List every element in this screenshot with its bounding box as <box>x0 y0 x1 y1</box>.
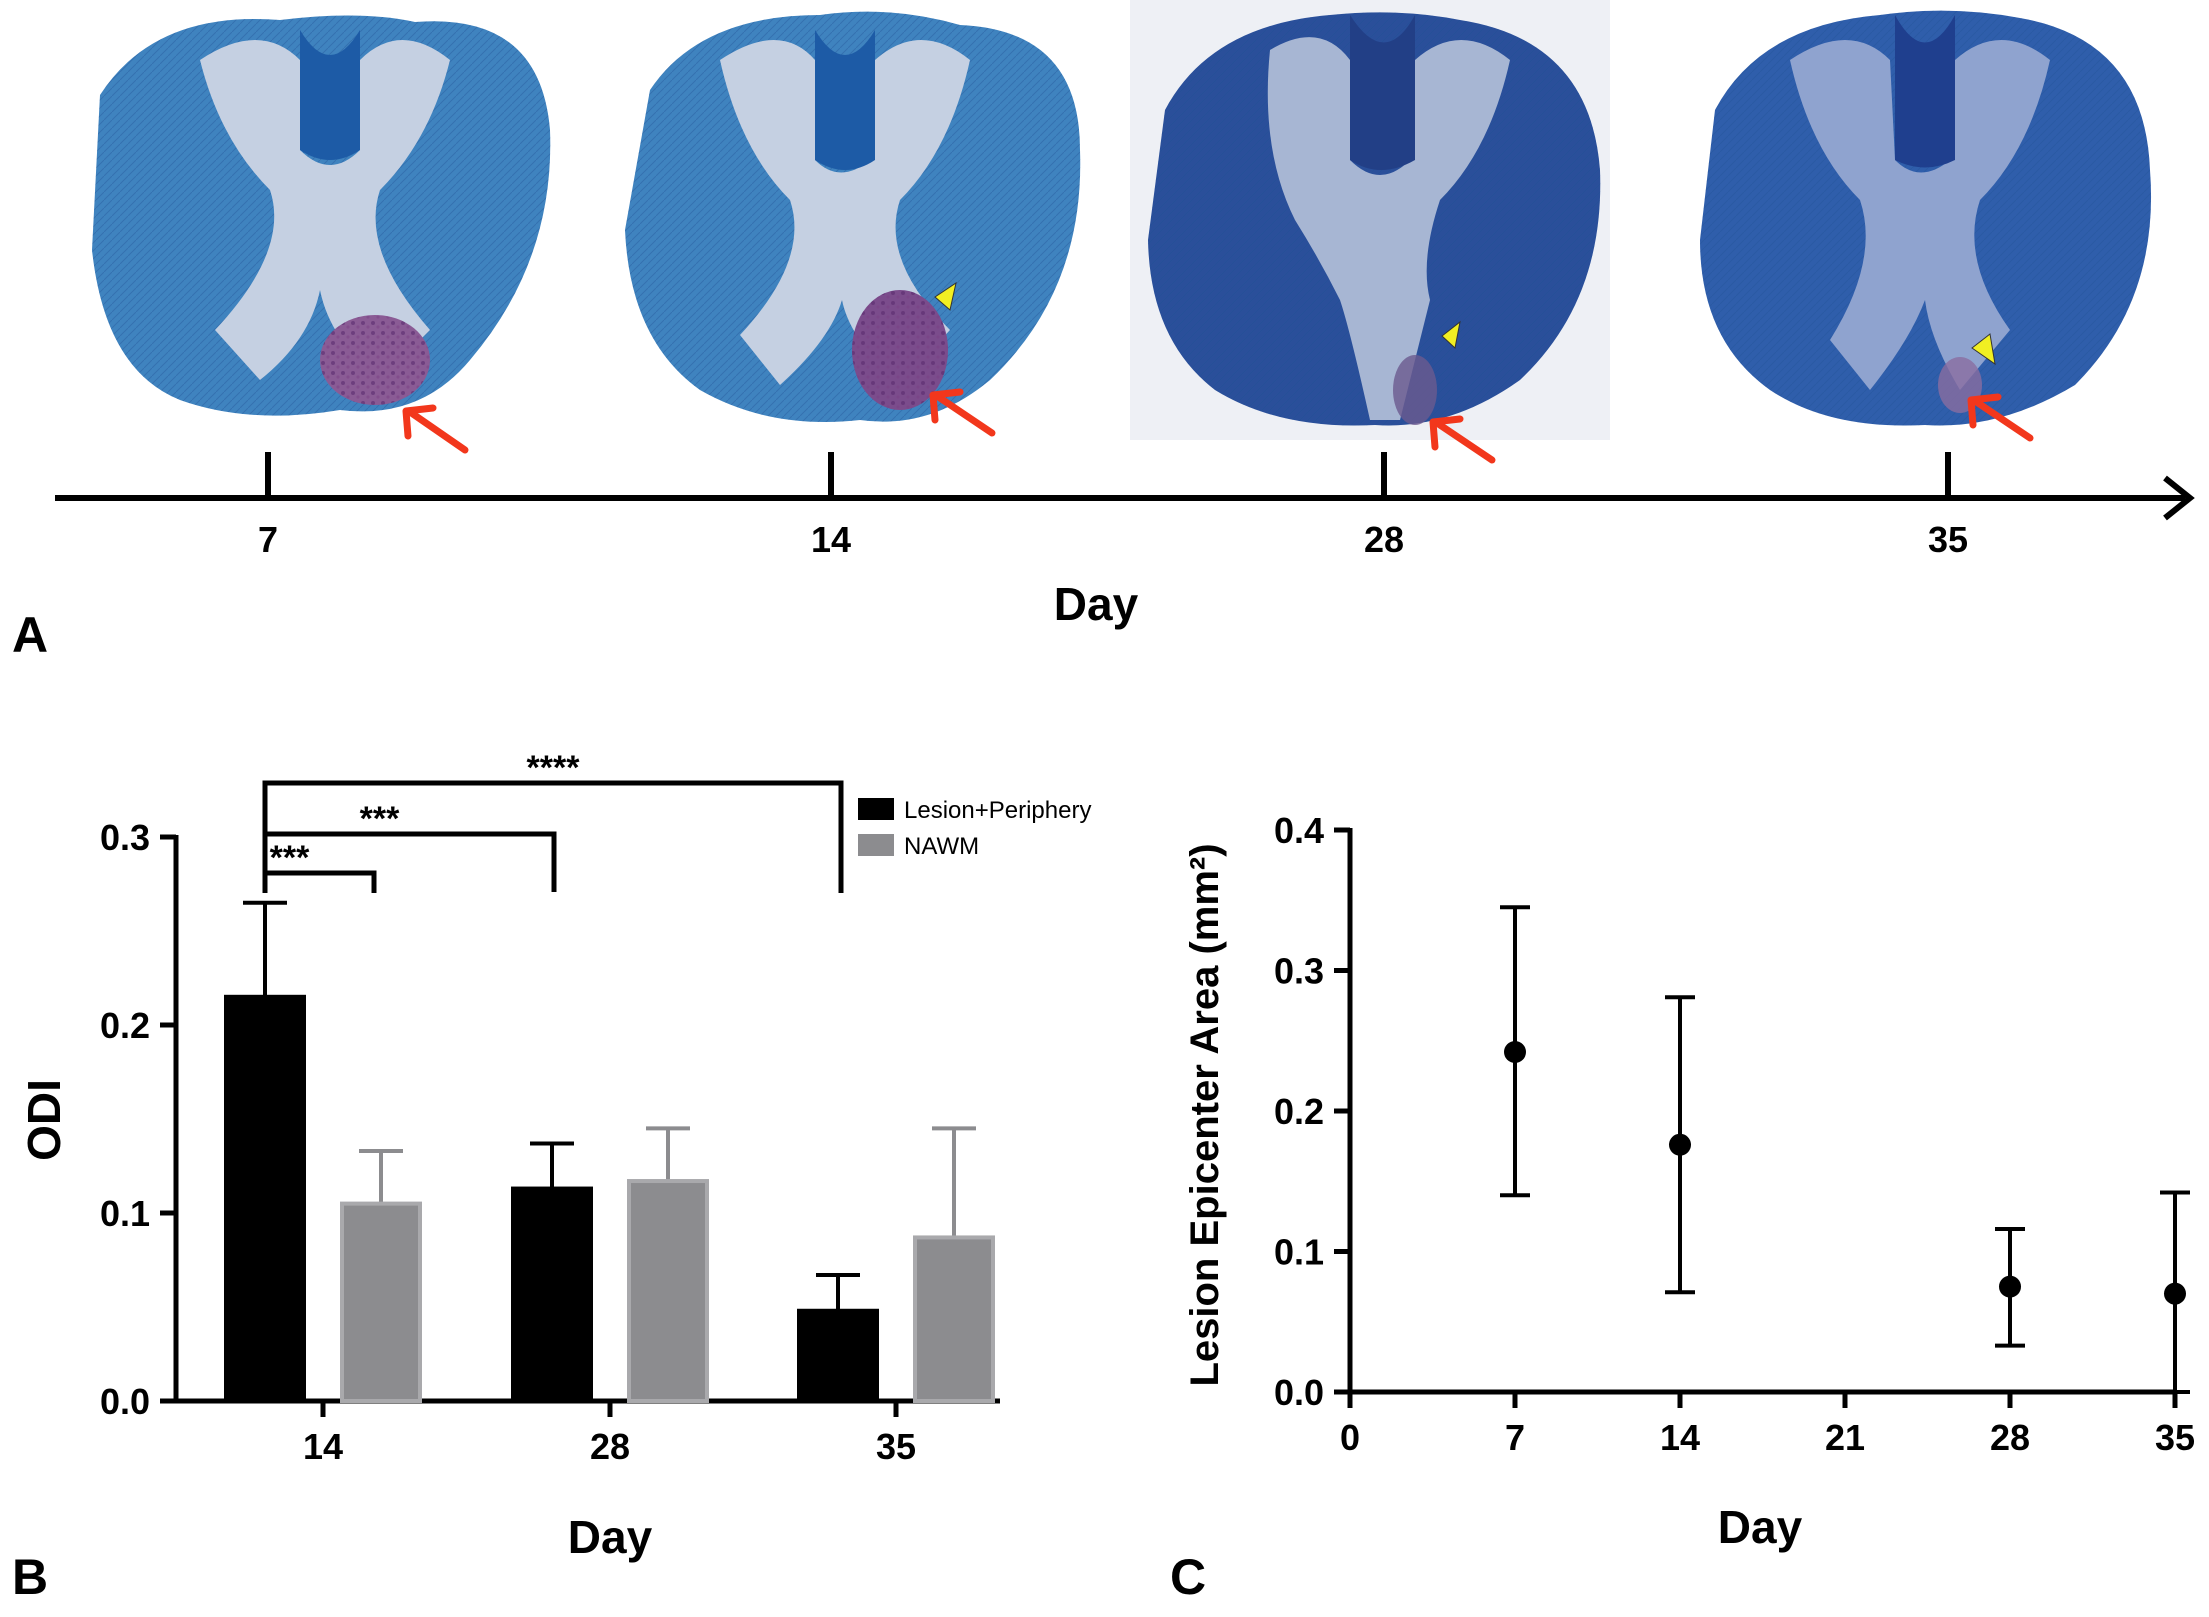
red-arrow-day7 <box>402 404 469 454</box>
timeline-label-7: 7 <box>258 519 278 560</box>
c-x-tick-label: 21 <box>1825 1417 1865 1458</box>
c-y-tick-label: 0.0 <box>1274 1372 1324 1413</box>
b-bar-lesion-periphery <box>511 1186 593 1404</box>
b-legend-swatch <box>858 798 894 820</box>
c-x-tick-label: 0 <box>1340 1417 1360 1458</box>
spinal-section-day35-image <box>1700 10 2152 426</box>
b-x-tick-label: 28 <box>590 1426 630 1467</box>
panel-a-letter: A <box>12 607 48 663</box>
b-x-tick-label: 35 <box>876 1426 916 1467</box>
b-x-tick-label: 14 <box>303 1426 343 1467</box>
b-bar-lesion-periphery <box>797 1308 879 1404</box>
b-significance-label: **** <box>527 749 581 787</box>
b-legend-label: NAWM <box>904 833 979 860</box>
yellow-arrowhead-day28 <box>1441 320 1461 349</box>
c-data-point <box>2164 1282 2186 1305</box>
c-y-tick-label: 0.2 <box>1274 1091 1324 1132</box>
c-y-axis-title: Lesion Epicenter Area (mm²) <box>1183 843 1227 1386</box>
b-x-axis-title: Day <box>568 1511 653 1563</box>
b-significance-label: *** <box>360 800 400 838</box>
panel-c-chart: 0.0 0.1 0.2 0.3 0.4 0 7 14 21 28 35 Day Lesion Epice… <box>1183 810 2195 1553</box>
c-data-point <box>1504 1040 1526 1063</box>
b-bar-lesion-periphery <box>224 994 306 1403</box>
b-bar-nawm <box>340 1201 422 1403</box>
b-significance-label: *** <box>270 839 310 877</box>
c-y-tick-label: 0.3 <box>1274 951 1324 992</box>
b-y-tick-label: 0.0 <box>100 1381 150 1422</box>
spinal-section-day7-image <box>92 15 551 416</box>
c-x-tick-label: 14 <box>1660 1417 1700 1458</box>
panel-a: 7 14 28 35 Day A <box>12 0 2195 663</box>
b-bar-nawm <box>627 1179 709 1404</box>
spinal-section-day14-image <box>625 11 1081 423</box>
b-y-tick-label: 0.2 <box>100 1005 150 1046</box>
panel-c-letter: C <box>1170 1549 1206 1605</box>
b-legend-swatch <box>858 834 894 856</box>
b-significance-bracket <box>262 780 844 893</box>
timeline-label-35: 35 <box>1928 519 1968 560</box>
b-y-tick-label: 0.3 <box>100 817 150 858</box>
b-bar-nawm <box>913 1235 995 1403</box>
c-x-axis-title: Day <box>1718 1501 1803 1553</box>
timeline-arrowhead <box>2163 475 2195 521</box>
timeline-label-14: 14 <box>811 519 851 560</box>
c-data-point <box>1669 1133 1691 1156</box>
c-y-tick-label: 0.1 <box>1274 1232 1324 1273</box>
red-arrow-day35 <box>1967 393 2034 442</box>
b-y-tick-label: 0.1 <box>100 1193 150 1234</box>
c-data-point <box>1999 1275 2021 1298</box>
b-legend-label: Lesion+Periphery <box>904 797 1091 824</box>
yellow-arrowhead-day14 <box>934 281 957 311</box>
b-y-axis-title: ODI <box>18 1079 70 1161</box>
panel-b-letter: B <box>12 1549 48 1605</box>
c-x-tick-label: 28 <box>1990 1417 2030 1458</box>
yellow-arrowhead-day35 <box>1971 333 1996 366</box>
red-arrow-day28 <box>1429 415 1496 464</box>
c-x-tick-label: 7 <box>1505 1417 1525 1458</box>
spinal-section-day28-image <box>1130 0 1610 440</box>
c-x-tick-label: 35 <box>2155 1417 2195 1458</box>
timeline-axis-title: Day <box>1054 578 1139 630</box>
red-arrow-day14 <box>929 388 996 437</box>
timeline-label-28: 28 <box>1364 519 1404 560</box>
c-y-tick-label: 0.4 <box>1274 810 1324 851</box>
